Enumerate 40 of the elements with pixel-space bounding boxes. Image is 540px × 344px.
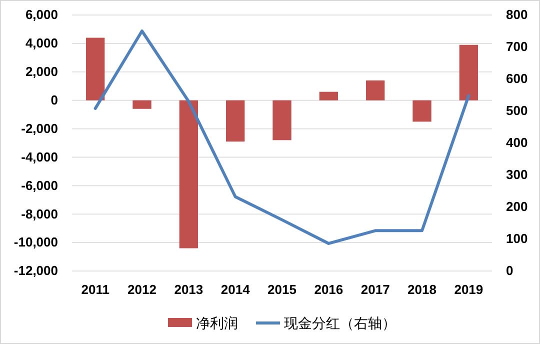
y2-tick-label: 400 xyxy=(506,135,528,150)
legend-label: 现金分红（右轴） xyxy=(284,315,396,331)
y2-tick-label: 500 xyxy=(506,103,528,118)
y-tick-label: -2,000 xyxy=(21,120,58,136)
y-tick-label: 0 xyxy=(50,92,58,108)
bar xyxy=(412,100,432,122)
legend-label: 净利润 xyxy=(196,315,238,331)
x-tick-label: 2018 xyxy=(408,282,436,298)
y-tick-label: -8,000 xyxy=(21,206,58,222)
x-tick-label: 2014 xyxy=(220,282,251,298)
bar xyxy=(179,100,198,248)
y-tick-label: 2,000 xyxy=(25,64,58,80)
y-tick-label: -4,000 xyxy=(21,149,58,164)
y2-tick-label: 700 xyxy=(506,39,528,54)
y2-tick-label: 600 xyxy=(506,71,528,86)
y-tick-label: 6,000 xyxy=(25,7,58,22)
x-tick-label: 2015 xyxy=(268,282,296,298)
x-tick-label: 2016 xyxy=(314,282,344,298)
y-tick-label: -12,000 xyxy=(14,263,58,278)
bar xyxy=(366,80,385,100)
x-tick-label: 2013 xyxy=(174,282,204,298)
y2-tick-label: 800 xyxy=(506,7,528,22)
bar xyxy=(132,100,152,109)
x-tick-label: 2017 xyxy=(360,282,390,298)
y-tick-label: -6,000 xyxy=(21,178,58,193)
x-tick-label: 2012 xyxy=(128,282,156,298)
bar xyxy=(319,92,338,100)
line-series xyxy=(94,30,470,245)
bar xyxy=(272,100,292,140)
y-tick-label: 4,000 xyxy=(25,36,58,51)
bar xyxy=(459,44,478,100)
y2-tick-label: 100 xyxy=(506,231,528,246)
x-tick-label: 2011 xyxy=(81,282,110,298)
bar xyxy=(226,100,245,142)
y-tick-label: -10,000 xyxy=(14,234,58,250)
y2-tick-label: 0 xyxy=(506,263,514,278)
y2-tick-label: 200 xyxy=(506,199,528,214)
bar xyxy=(86,38,105,100)
y2-tick-label: 300 xyxy=(506,167,528,182)
x-tick-label: 2019 xyxy=(454,282,484,298)
